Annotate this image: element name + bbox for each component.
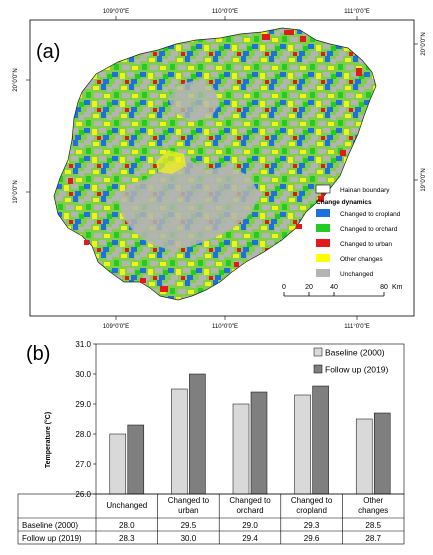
category-label: Changed to xyxy=(229,496,271,505)
panel-label-a: (a) xyxy=(36,41,60,63)
legend-item-label: Unchanged xyxy=(340,271,374,278)
category-label: changes xyxy=(358,506,388,515)
y-tick-label: 31.0 xyxy=(75,340,91,349)
map-legend: Hainan boundary Change dynamics Changed … xyxy=(315,184,401,278)
table-cell-value: 28.5 xyxy=(365,521,381,530)
top-tick-label: 109°0'0"E xyxy=(103,9,129,15)
y-tick-label: 30.0 xyxy=(75,370,91,379)
category-label: urban xyxy=(178,506,198,515)
chart-legend: Baseline (2000) Follow up (2019) xyxy=(313,347,388,375)
bar-followup xyxy=(127,424,145,495)
bar-baseline xyxy=(294,394,311,495)
table-cell-value: 30.0 xyxy=(181,534,197,543)
top-tick-label: 110°0'0"E xyxy=(212,9,238,15)
legend-swatch-other xyxy=(316,254,330,262)
legend-item-label: Changed to cropland xyxy=(340,211,401,218)
map-panel: 109°0'0"E 110°0'0"E 111°0'0"E 109°0'0"E … xyxy=(13,9,427,330)
category-label: cropland xyxy=(296,506,327,515)
map-svg: 109°0'0"E 110°0'0"E 111°0'0"E 109°0'0"E … xyxy=(13,9,427,330)
legend-item-label: Other changes xyxy=(340,256,383,263)
table-cell-value: 29.0 xyxy=(242,521,258,530)
scale-tick: 20 xyxy=(305,284,313,291)
bar-baseline xyxy=(232,403,250,495)
y-tick-label: 28.0 xyxy=(75,430,91,439)
category-label: Unchanged xyxy=(106,501,147,510)
right-tick-label: 20°0'0"N xyxy=(421,32,427,55)
legend-swatch-urban xyxy=(316,239,330,247)
bar-followup xyxy=(189,373,206,495)
urban-patches xyxy=(68,30,362,292)
legend-swatch-unchanged xyxy=(316,269,330,277)
legend-swatch-orchard xyxy=(316,224,330,232)
y-axis: 26.0 27.0 28.0 29.0 30.0 31.0 xyxy=(75,340,96,499)
bottom-tick-label: 109°0'0"E xyxy=(103,324,129,330)
frame-ticks xyxy=(26,16,418,320)
unchanged-interior xyxy=(168,80,220,122)
legend-swatch-followup xyxy=(313,364,323,374)
top-tick-label: 111°0'0"E xyxy=(344,9,369,15)
bar-followup xyxy=(312,385,329,495)
bar-baseline xyxy=(171,388,188,495)
panel-label-b: (b) xyxy=(26,343,50,365)
bottom-tick-label: 110°0'0"E xyxy=(212,324,238,330)
bars xyxy=(109,373,391,495)
legend-followup-label: Follow up (2019) xyxy=(325,365,388,375)
bar-followup xyxy=(373,412,391,495)
y-tick-label: 29.0 xyxy=(75,400,91,409)
table-cell-value: 29.4 xyxy=(242,534,258,543)
legend-title: Change dynamics xyxy=(316,199,372,206)
table-cell-value: 28.0 xyxy=(119,521,135,530)
table-row-label: Baseline (2000) xyxy=(22,521,78,530)
table-cell-value: 28.7 xyxy=(365,534,381,543)
legend-swatch-baseline xyxy=(313,347,323,357)
table-cell-value: 28.3 xyxy=(119,534,135,543)
category-label: orchard xyxy=(236,506,263,515)
other-changes-patch xyxy=(156,150,186,174)
scale-tick: 80 xyxy=(380,284,388,291)
table-cell-value: 29.3 xyxy=(304,521,320,530)
chart-panel: (b) Temperature (°C) 26.0 27.0 28.0 29.0 30.… xyxy=(0,340,433,550)
unchanged-interior xyxy=(118,160,260,250)
y-tick-label: 26.0 xyxy=(75,490,91,499)
category-label: Other xyxy=(363,496,383,505)
table-cell-value: 29.5 xyxy=(181,521,197,530)
bar-baseline xyxy=(355,418,373,495)
bar-followup xyxy=(250,391,268,495)
category-label: Changed to xyxy=(291,496,333,505)
table-row-label: Follow up (2019) xyxy=(22,534,82,543)
bottom-tick-label: 111°0'0"E xyxy=(344,324,369,330)
table-cell-value: 29.6 xyxy=(304,534,320,543)
y-axis-label: Temperature (°C) xyxy=(44,412,52,468)
scale-unit: Km xyxy=(392,284,403,291)
right-tick-label: 19°0'0"N xyxy=(421,168,427,191)
legend-baseline-label: Baseline (2000) xyxy=(325,348,385,358)
bar-chart-svg: (b) Temperature (°C) 26.0 27.0 28.0 29.0 30.… xyxy=(17,340,405,545)
legend-item-label: Changed to urban xyxy=(340,241,392,248)
category-label: Changed to xyxy=(168,496,210,505)
legend-swatch-cropland xyxy=(316,209,330,217)
legend-boundary-label: Hainan boundary xyxy=(340,187,390,194)
y-tick-label: 27.0 xyxy=(75,460,91,469)
legend-item-label: Changed to orchard xyxy=(340,226,398,233)
scale-tick: 0 xyxy=(282,284,286,291)
legend-swatch-boundary xyxy=(315,184,331,194)
scale-tick: 40 xyxy=(330,284,338,291)
bar-baseline xyxy=(109,433,127,495)
left-tick-label: 20°0'0"N xyxy=(13,68,19,91)
table-values: 28.0 29.5 29.0 29.3 28.5 28.3 30.0 29.4 29.6 28.7 xyxy=(119,521,382,543)
left-tick-label: 19°0'0"N xyxy=(13,180,19,203)
data-table: Unchanged Changed to urban Changed to or… xyxy=(17,493,405,545)
scale-bar: 0 20 40 80 Km xyxy=(282,284,403,297)
